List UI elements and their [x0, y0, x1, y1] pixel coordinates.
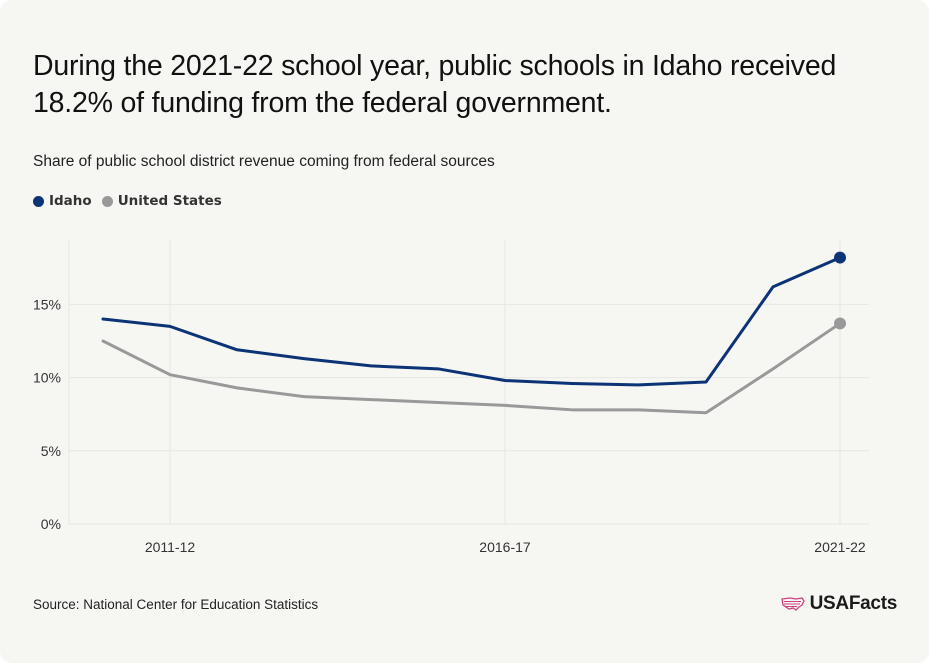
axis-labels: 0% 5% 10% 15% 2011-12 2016-17 2021-22 [33, 296, 866, 555]
series-endpoint-united-states [834, 317, 846, 330]
x-tick-label: 2011-12 [145, 539, 196, 555]
x-tick-label: 2021-22 [814, 539, 866, 555]
series-lines [101, 251, 846, 415]
grid-lines [68, 240, 869, 525]
x-tick-label: 2016-17 [479, 539, 531, 555]
y-tick-label: 15% [33, 296, 61, 312]
line-chart: 0% 5% 10% 15% 2011-12 2016-17 2021-22 [33, 240, 869, 555]
chart-subtitle: Share of public school district revenue … [33, 153, 495, 170]
brand-name: USAFacts [809, 593, 898, 614]
legend-marker-idaho [33, 195, 44, 207]
usafacts-logo[interactable]: USAFacts [780, 593, 898, 615]
series-line-united-states [101, 321, 842, 415]
legend-item-united-states[interactable]: United States [101, 193, 222, 209]
y-tick-label: 5% [41, 443, 61, 459]
series-endpoint-idaho [834, 251, 846, 264]
legend-label-united-states: United States [117, 193, 222, 209]
series-line-idaho [101, 256, 842, 387]
legend: Idaho United States [33, 193, 222, 209]
us-map-icon [780, 597, 805, 611]
chart-title: During the 2021-22 school year, public s… [33, 50, 837, 119]
y-tick-label: 0% [41, 516, 61, 532]
legend-item-idaho[interactable]: Idaho [33, 193, 92, 209]
source-note: Source: National Center for Education St… [33, 597, 319, 612]
y-tick-label: 10% [33, 370, 61, 386]
legend-label-idaho: Idaho [49, 193, 92, 209]
legend-marker-united-states [101, 195, 113, 207]
